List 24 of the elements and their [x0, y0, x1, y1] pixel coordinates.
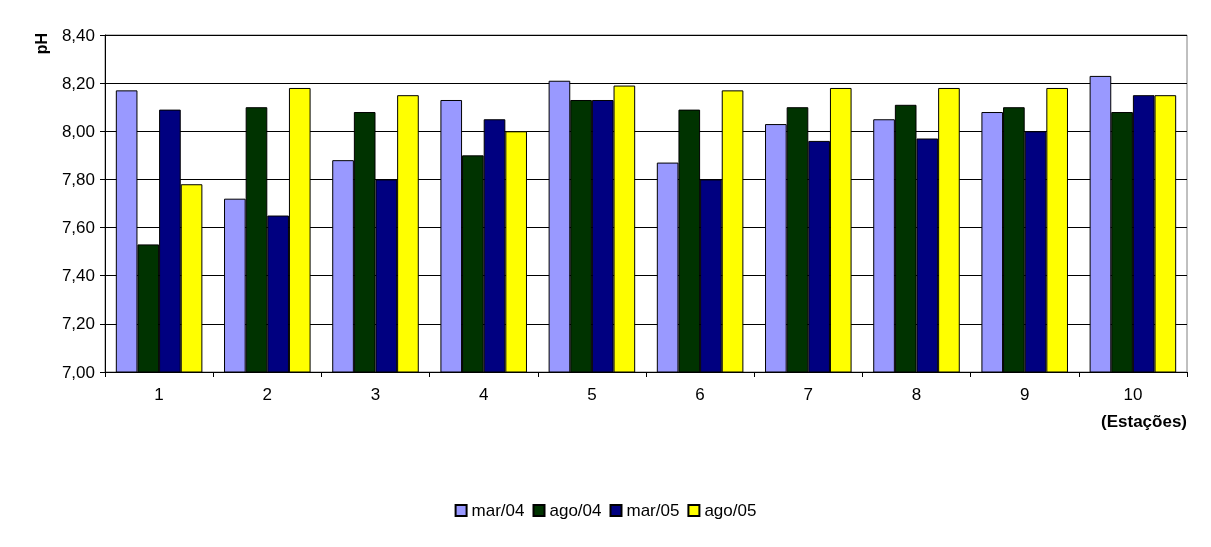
x-tick-label: 7 [803, 385, 814, 404]
legend-label: mar/05 [626, 501, 680, 520]
y-tick-label: 8,20 [61, 73, 95, 93]
x-tick-label: 5 [587, 385, 597, 404]
legend-label: ago/05 [704, 501, 757, 520]
x-tick-label: 4 [478, 385, 489, 404]
x-tick-label: 2 [262, 385, 273, 404]
x-tick-label: 8 [911, 385, 922, 404]
y-tick-label: 7,80 [61, 169, 95, 189]
x-tick-label: 3 [370, 385, 381, 404]
y-tick-label: 7,60 [61, 218, 95, 238]
y-tick-label: 7,40 [61, 266, 95, 286]
x-tick-label: 9 [1019, 385, 1030, 404]
y-tick-label: 7,20 [61, 314, 95, 334]
x-tick-label: 10 [1123, 385, 1143, 404]
legend-label: mar/04 [471, 501, 525, 520]
x-tick-label: 6 [695, 385, 705, 404]
y-axis-title: pH [32, 33, 50, 55]
x-axis-title: (Estações) [1101, 412, 1187, 431]
y-tick-label: 8,00 [61, 121, 95, 141]
y-tick-label: 7,00 [61, 362, 95, 382]
legend-label: ago/04 [549, 501, 602, 520]
y-tick-label: 8,40 [61, 25, 95, 45]
x-tick-label: 1 [154, 385, 164, 404]
